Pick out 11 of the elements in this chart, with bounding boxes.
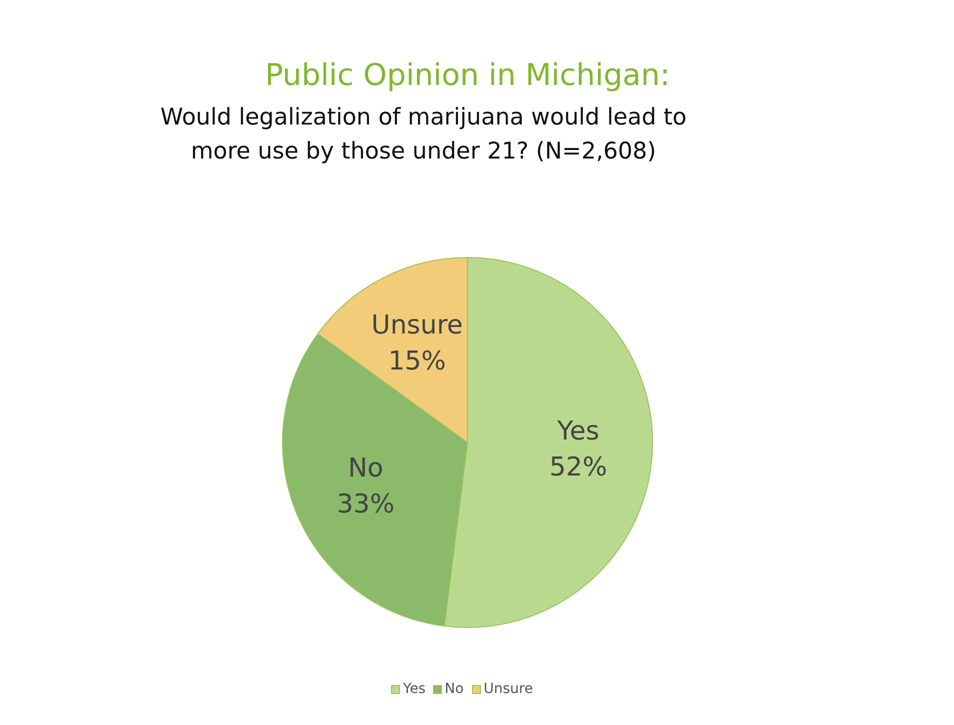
chart-subtitle: Would legalization of marijuana would lead to more use by those under 21? (N=2,608) xyxy=(160,104,687,164)
data-label: 52% xyxy=(549,452,608,482)
legend-label: Yes xyxy=(403,681,426,697)
legend-label: No xyxy=(444,681,465,697)
data-label: 15% xyxy=(388,346,446,377)
chart-title: Public Opinion in Michigan: xyxy=(264,58,670,93)
data-label: 33% xyxy=(336,490,395,520)
slice-label: Unsure xyxy=(371,310,463,341)
slice-label: No xyxy=(348,454,384,484)
slice-label: Yes xyxy=(556,416,600,446)
legend-label: Unsure xyxy=(484,681,533,697)
